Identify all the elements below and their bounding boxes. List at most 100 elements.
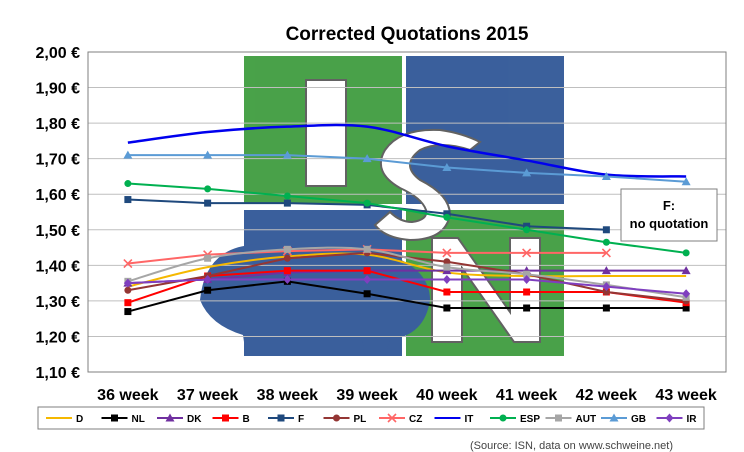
data-point-cz [442,248,452,258]
data-point-f [443,210,451,218]
data-point-gb [362,154,372,163]
legend-item-ir: IR [656,413,698,425]
data-point-cz [601,248,611,258]
x-tick-label: 43 week [655,387,716,404]
y-tick-label: 1,70 € [36,152,81,169]
data-point-aut [443,263,451,271]
legend-swatch-marker [387,413,397,423]
data-point-ir [363,275,372,285]
source-note: (Source: ISN, data on www.schweine.net) [470,440,673,452]
logo-letter-i [305,79,347,187]
data-point-aut [363,245,371,253]
data-point-aut [283,245,291,253]
data-point-b [443,288,451,296]
data-point-ir [203,275,212,285]
annotation-no-quotation: F: no quotation [620,188,718,242]
data-point-gb [123,150,133,159]
data-point-ir [123,278,132,288]
legend-label: AUT [576,414,597,425]
data-point-cz [522,248,532,258]
data-point-gb [601,171,611,180]
data-point-f [602,226,610,234]
x-tick-label: 42 week [576,387,637,404]
legend-item-esp: ESP [490,414,540,425]
y-tick-label: 1,60 € [36,187,81,204]
legend-item-aut: AUT [545,414,597,425]
plot-area-border [87,51,727,373]
legend-label: IR [687,414,698,425]
chart-title: Corrected Quotations 2015 [286,24,529,45]
x-tick-label: 36 week [97,387,158,404]
data-point-b [283,267,291,275]
series-line-esp [127,182,687,254]
data-point-pl [443,258,451,266]
data-point-nl [363,290,371,298]
data-point-pl [602,288,610,296]
legend-swatch-marker [222,414,229,422]
legend-swatch-marker [165,413,175,422]
data-point-pl [283,254,291,262]
series-line-d [127,252,687,288]
y-tick-label: 1,80 € [36,116,81,133]
series-line-dk [127,269,687,285]
legend-swatch-marker [555,414,562,422]
series-line-ir [127,278,687,295]
data-point-b [124,299,132,307]
data-point-esp [443,213,451,221]
data-point-esp [602,238,610,246]
data-point-gb [442,163,452,172]
data-point-cz [123,258,133,269]
data-point-esp [682,249,690,257]
data-point-b [363,267,371,275]
data-point-f [283,199,291,207]
legend-swatch-marker [111,414,118,422]
data-point-pl [124,286,132,294]
annotation-text: no quotation [630,216,709,231]
data-point-esp [283,192,291,200]
legend-label: CZ [409,414,422,425]
legend-swatch-marker [499,414,507,422]
annotation-box [620,188,718,242]
legend: D NL DK B F PL CZ IT ESP AUT GB IR [37,406,705,430]
data-point-nl [523,304,531,312]
legend-label: F [298,414,304,425]
data-point-esp [124,180,132,188]
legend-label: B [243,414,250,425]
data-point-nl [682,304,690,312]
data-point-esp [363,199,371,207]
series-esp [124,180,690,257]
legend-item-pl: PL [323,414,367,425]
x-tick-label: 40 week [416,387,477,404]
data-point-ir [283,275,292,285]
legend-swatch-marker [665,413,674,423]
y-tick-label: 1,50 € [36,223,81,240]
x-tick-label: 38 week [257,387,318,404]
data-point-f [523,222,531,230]
series-ir [123,275,691,299]
legend-label: NL [132,414,145,425]
data-point-gb [522,168,532,177]
legend-swatch-marker [277,414,285,422]
data-point-b [523,288,531,296]
y-tick-label: 1,30 € [36,294,81,311]
data-point-nl [443,304,451,312]
series-line-it [127,123,687,178]
y-tick-label: 1,40 € [36,258,81,275]
legend-item-dk: DK [157,413,202,425]
data-point-ir [522,275,531,285]
legend-swatch-marker [609,413,619,422]
legend-item-it: IT [434,414,473,425]
legend-label: PL [354,414,367,425]
series-d [127,252,687,288]
legend-item-b: B [212,414,250,425]
y-tick-label: 1,90 € [36,81,81,98]
legend-swatch-marker [333,414,340,422]
y-tick-label: 2,00 € [36,45,81,62]
series-gb [123,150,691,186]
series-line-b [127,269,687,304]
data-point-dk [681,266,691,275]
data-point-aut [523,270,531,278]
series-line-nl [127,280,687,313]
